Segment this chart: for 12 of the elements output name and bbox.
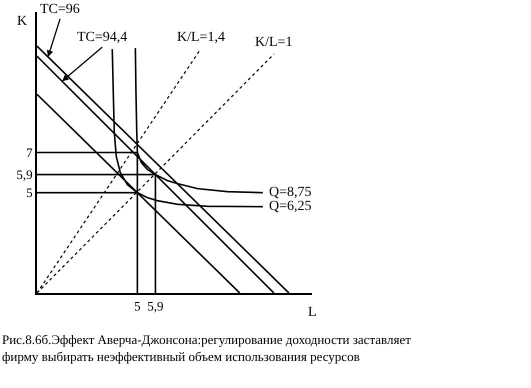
text: Рис.8.6б.Эффект Аверча-Джонсона:регулирование доходности заставляет фирму выбирать неэффективный объем использования ресурсов xyxy=(2,332,412,364)
annotation: TC=96 xyxy=(40,2,80,17)
series-label: K/L=1 xyxy=(255,35,292,50)
y-tick-label: 5,9 xyxy=(16,167,33,182)
series-label: Q=6,25 xyxy=(269,199,312,214)
y-tick-label: 7 xyxy=(26,145,34,160)
x-axis-title: L xyxy=(308,305,317,320)
y-axis-title: K xyxy=(17,14,28,29)
annotation: TC=94,4 xyxy=(77,30,128,45)
series-label: Q=8,75 xyxy=(269,185,312,200)
y-tick-label: 5 xyxy=(26,185,33,200)
series-label: K/L=1,4 xyxy=(177,30,225,45)
